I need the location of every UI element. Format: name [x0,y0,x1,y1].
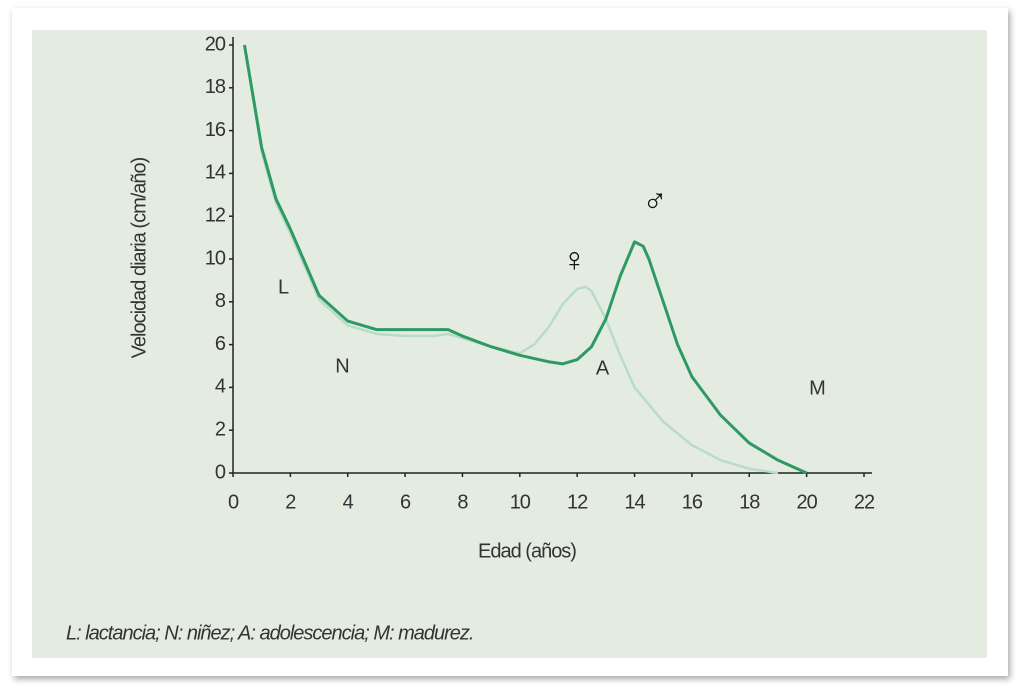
series-symbol: ♀ [562,241,587,279]
stage-label: M [809,377,825,399]
x-tick-label: 0 [228,491,239,513]
y-tick-label: 14 [205,162,226,184]
y-tick-label: 8 [215,290,226,312]
y-tick-label: 2 [215,418,226,440]
stage-label: L [278,276,289,298]
x-tick-label: 6 [400,491,411,513]
y-tick-label: 12 [205,204,226,226]
x-tick-label: 20 [797,491,818,513]
x-tick-label: 8 [457,491,468,513]
y-axis-label: Velocidad diaria (cm/año) [128,157,150,358]
y-tick-label: 20 [205,33,226,55]
y-tick-label: 0 [215,461,226,483]
x-tick-label: 14 [624,491,645,513]
x-tick-label: 18 [739,491,760,513]
y-tick-label: 4 [215,376,226,398]
x-tick-label: 22 [854,491,875,513]
series-line [242,44,808,475]
x-tick-label: 2 [285,491,296,513]
y-tick-label: 6 [215,333,226,355]
x-tick-label: 4 [343,491,354,513]
x-tick-label: 10 [510,491,531,513]
stage-label: N [335,355,348,377]
series-line [243,44,779,475]
x-tick-label: 16 [682,491,703,513]
chart-background [32,30,987,658]
x-tick-label: 12 [567,491,588,513]
y-tick-label: 10 [205,247,226,269]
stage-label: A [596,357,610,379]
x-axis-label: Edad (años) [478,540,576,562]
y-tick-label: 18 [205,76,226,98]
caption: L: lactancia; N: niñez; A: adolescencia;… [66,622,473,644]
y-tick-label: 16 [205,119,226,141]
series-symbol: ♂ [642,181,667,219]
